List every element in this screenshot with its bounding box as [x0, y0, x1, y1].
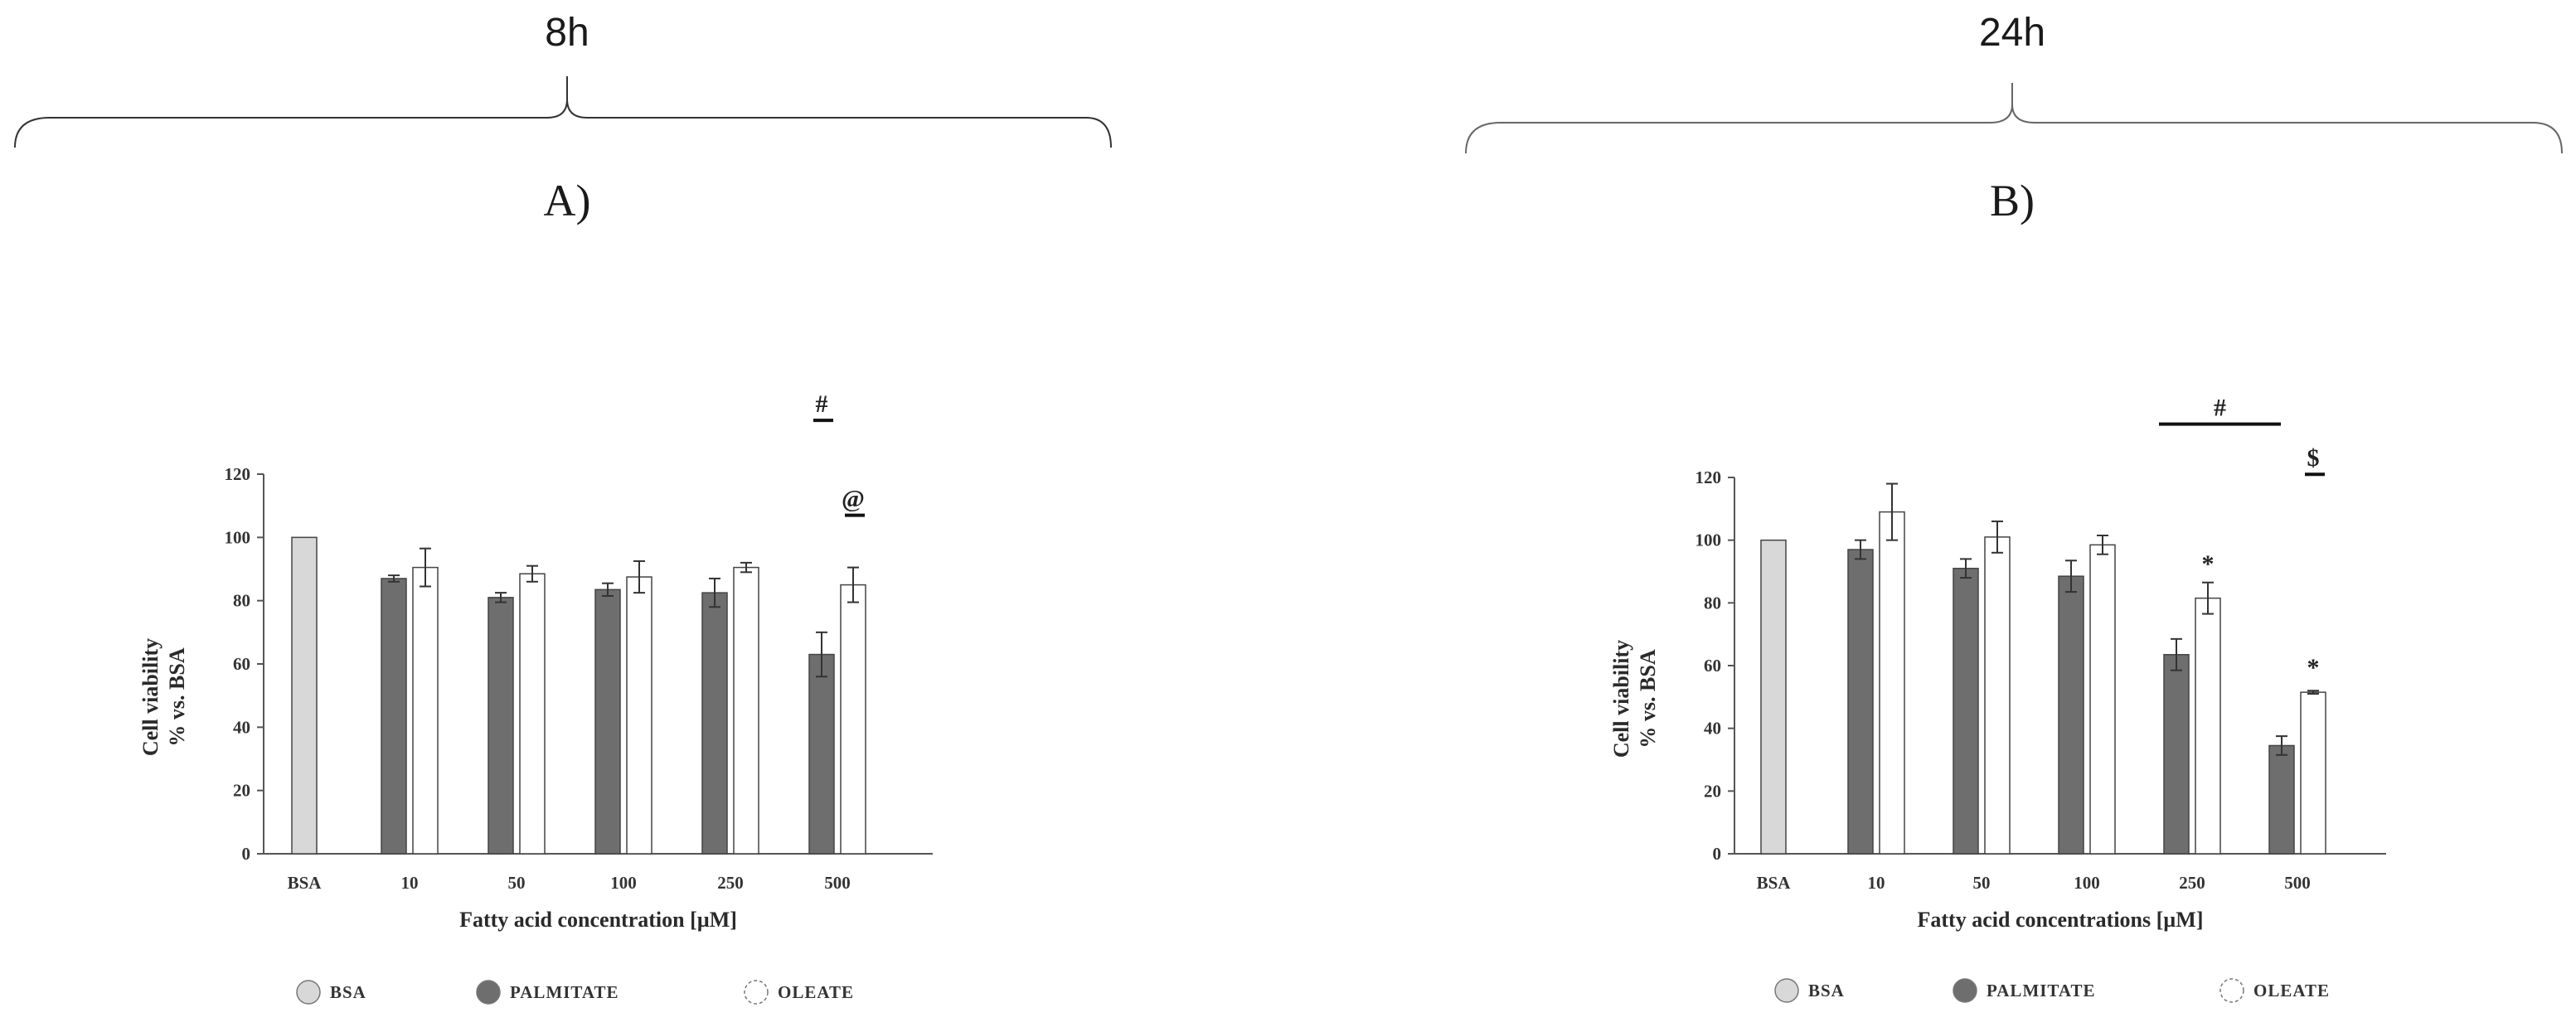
significance-label: @	[842, 486, 865, 513]
bar-palmitate-10	[381, 578, 407, 855]
legend-label-oleate: OLEATE	[2253, 981, 2330, 1000]
x-tick-label: 500	[824, 873, 851, 893]
y-tick-label: 120	[1696, 467, 1722, 487]
significance-label: *	[2202, 550, 2215, 578]
brace-8h	[14, 76, 1112, 148]
y-tick-label: 20	[1704, 781, 1721, 801]
bar-palmitate-100	[2058, 575, 2084, 855]
significance-label: *	[2307, 654, 2320, 681]
x-tick-label: 10	[1868, 873, 1885, 893]
legend-label-palmitate: PALMITATE	[510, 982, 619, 1002]
bar-bsa-BSA	[1760, 539, 1787, 855]
time-label-8h: 8h	[545, 11, 589, 55]
y-axis-title: Cell viability% vs. BSA	[1609, 640, 1660, 758]
y-axis-title-line: % vs. BSA	[1636, 649, 1660, 748]
time-header-8h: 8h	[14, 11, 1112, 148]
bar-oleate-250	[2195, 597, 2221, 855]
significance-label: #	[816, 390, 828, 418]
panel-label-a: A)	[544, 176, 591, 225]
x-tick-label: BSA	[1757, 873, 1792, 893]
y-tick-label: 100	[225, 527, 251, 547]
x-tick-label: 100	[610, 873, 637, 893]
bar-palmitate-500	[808, 653, 835, 855]
y-axis-title-line: Cell viability	[1609, 640, 1633, 758]
y-axis-title-line: Cell viability	[138, 638, 163, 756]
bar-oleate-100	[2089, 544, 2116, 855]
x-tick-label: 500	[2284, 873, 2311, 893]
legend-label-bsa: BSA	[1808, 981, 1845, 1000]
panel-label-b: B)	[1990, 176, 2035, 225]
x-tick-label: 250	[717, 873, 744, 893]
legend-swatch-palmitate	[476, 980, 501, 1005]
significance-label: $	[2307, 444, 2320, 472]
bar-palmitate-50	[1953, 567, 1979, 855]
bar-palmitate-10	[1847, 549, 1874, 855]
chart-a: 0 20 40 60 80 100 120 BSA 10 50 100 250 500 Fatty aci…	[138, 390, 933, 932]
x-tick-label: 250	[2179, 873, 2205, 893]
x-tick-label: 50	[1973, 873, 1991, 893]
y-tick-label: 120	[225, 464, 251, 484]
y-tick-label: 40	[233, 717, 250, 737]
y-tick-label: 20	[233, 781, 250, 801]
bar-palmitate-50	[488, 597, 514, 855]
y-tick-label: 40	[1704, 719, 1721, 739]
bar-oleate-50	[519, 573, 546, 855]
x-axis-title: Fatty acid concentrations [µM]	[1918, 908, 2204, 932]
bar-oleate-50	[1984, 536, 2011, 855]
bar-bsa-BSA	[291, 536, 318, 855]
y-tick-label: 0	[242, 844, 251, 864]
bar-palmitate-100	[594, 589, 621, 855]
legend-swatch-palmitate	[1953, 978, 1977, 1003]
legend-a: BSA PALMITATE OLEATE	[296, 980, 854, 1005]
bar-oleate-10	[1879, 511, 1905, 855]
legend-swatch-bsa	[296, 980, 321, 1005]
legend-swatch-oleate	[2219, 978, 2244, 1003]
legend-swatch-bsa	[1774, 978, 1799, 1003]
y-tick-label: 80	[233, 591, 250, 611]
bar-palmitate-250	[2163, 654, 2190, 855]
x-tick-label: 10	[401, 873, 419, 893]
y-axis-title-line: % vs. BSA	[165, 647, 189, 746]
y-axis-title: Cell viability% vs. BSA	[138, 638, 189, 756]
y-tick-label: 100	[1696, 530, 1722, 550]
x-tick-label: 100	[2074, 873, 2100, 893]
time-label-24h: 24h	[1979, 11, 2045, 55]
x-axis-title: Fatty acid concentration [µM]	[459, 908, 737, 932]
bar-oleate-250	[733, 566, 759, 855]
x-tick-label: 50	[508, 873, 526, 893]
bar-oleate-500	[2300, 691, 2326, 855]
legend-label-bsa: BSA	[330, 982, 366, 1002]
y-tick-label: 60	[1704, 656, 1721, 676]
time-header-24h: 24h	[1465, 11, 2563, 154]
bar-oleate-500	[840, 584, 866, 855]
chart-b: 0 20 40 60 80 100 120 BSA 10 50 100 250 500 Fatty aci…	[1609, 395, 2386, 932]
y-tick-label: 60	[233, 654, 250, 674]
bar-palmitate-250	[701, 592, 728, 855]
bar-palmitate-500	[2268, 744, 2295, 855]
significance-label: #	[2214, 395, 2226, 422]
x-tick-label: BSA	[288, 873, 323, 893]
legend-swatch-oleate	[744, 980, 769, 1005]
brace-24h	[1465, 83, 2563, 154]
y-tick-label: 80	[1704, 593, 1721, 613]
legend-label-palmitate: PALMITATE	[1987, 981, 2096, 1000]
y-tick-label: 0	[1713, 844, 1722, 864]
bar-oleate-10	[412, 566, 439, 855]
bar-oleate-100	[626, 576, 652, 855]
legend-b: BSA PALMITATE OLEATE	[1774, 978, 2330, 1003]
legend-label-oleate: OLEATE	[778, 982, 854, 1002]
